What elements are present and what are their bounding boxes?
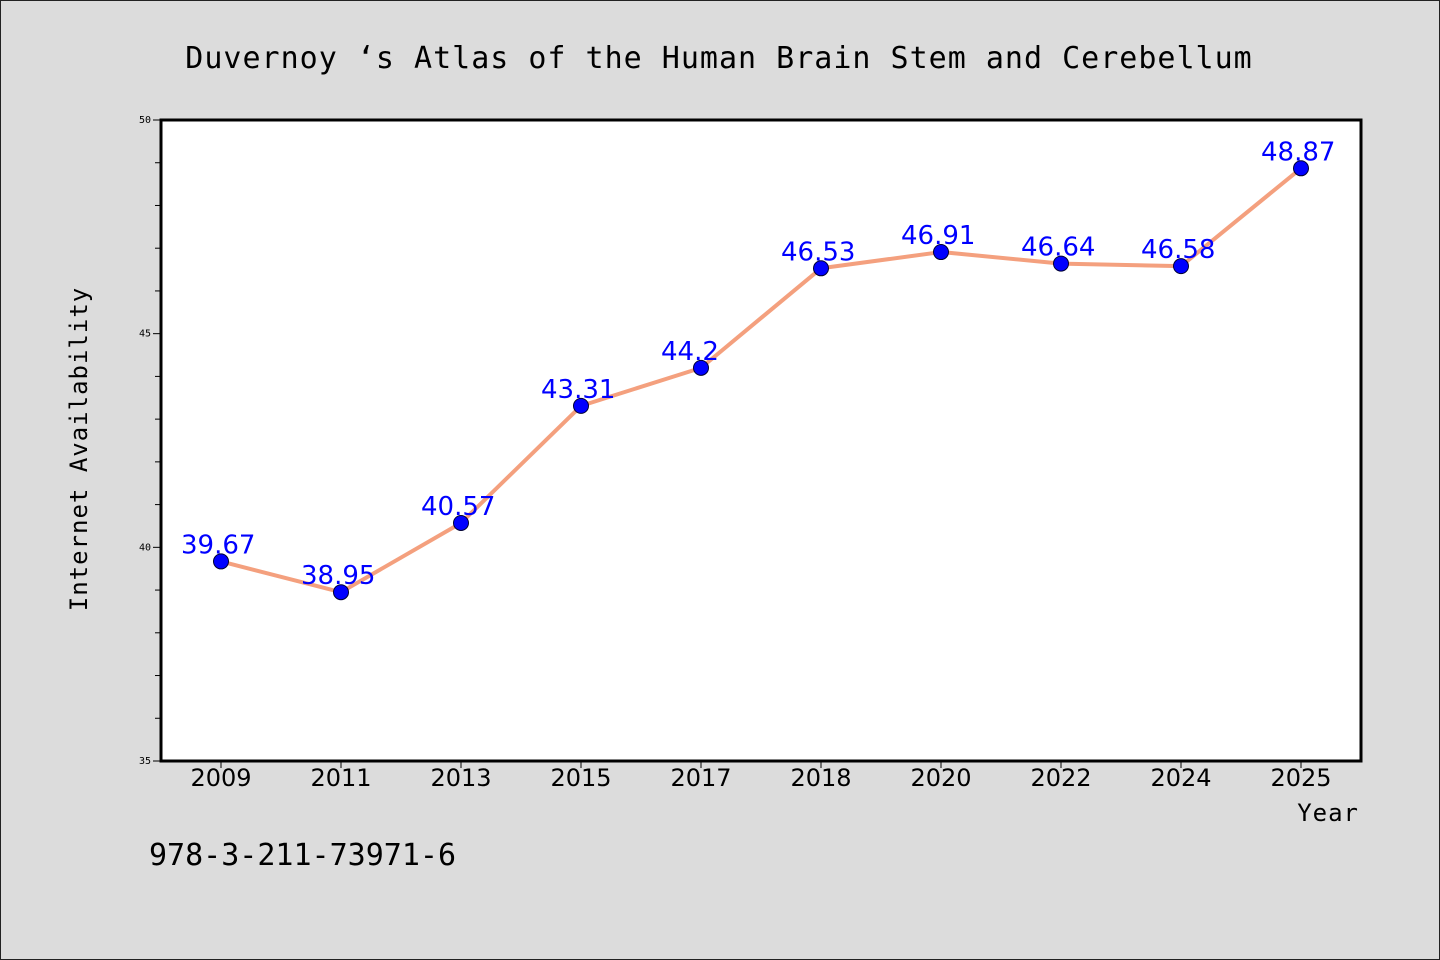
y-tick-label: 45 bbox=[139, 329, 151, 340]
data-label: 46.58 bbox=[1141, 235, 1215, 265]
data-point bbox=[1293, 160, 1309, 177]
series-line bbox=[219, 166, 1303, 595]
y-tick-label: 40 bbox=[139, 542, 151, 553]
data-labels: 39.67 38.95 40.57 43.31 44.2 46.53 46.91 46.64 4… bbox=[181, 137, 1335, 591]
data-line bbox=[219, 166, 1303, 595]
y-tick-label: 35 bbox=[139, 756, 151, 767]
data-label: 44.2 bbox=[661, 337, 719, 367]
y-axis-ticks: 35 40 45 50 bbox=[139, 115, 161, 767]
data-point bbox=[453, 514, 469, 531]
data-label: 40.57 bbox=[421, 492, 495, 522]
x-axis-label: Year bbox=[1297, 799, 1359, 827]
y-axis-label: Internet Availability bbox=[65, 287, 93, 611]
isbn-text: 978-3-211-73971-6 bbox=[149, 838, 456, 873]
data-point bbox=[573, 397, 589, 414]
data-point bbox=[1053, 255, 1069, 272]
data-label: 46.53 bbox=[781, 237, 855, 267]
y-tick-label: 50 bbox=[139, 115, 151, 126]
x-tick-label: 2025 bbox=[1270, 764, 1331, 792]
series-markers bbox=[213, 160, 1309, 601]
data-label: 48.87 bbox=[1261, 137, 1335, 167]
data-point bbox=[933, 244, 949, 261]
plot-area bbox=[159, 118, 1363, 763]
x-tick-label: 2015 bbox=[550, 764, 611, 792]
chart-title: Duvernoy ‘s Atlas of the Human Brain Ste… bbox=[185, 41, 1252, 76]
x-tick-label: 2018 bbox=[790, 764, 851, 792]
x-tick-label: 2020 bbox=[910, 764, 971, 792]
x-tick-label: 2009 bbox=[190, 764, 251, 792]
data-point bbox=[813, 260, 829, 277]
x-tick-label: 2013 bbox=[430, 764, 491, 792]
x-axis-ticks: 2009 2011 2013 2015 2017 2018 2020 2022 2024 2025 bbox=[190, 761, 1332, 792]
data-label: 46.64 bbox=[1021, 233, 1095, 263]
data-label: 43.31 bbox=[541, 375, 615, 405]
data-point bbox=[213, 553, 229, 570]
x-tick-label: 2011 bbox=[310, 764, 371, 792]
data-point bbox=[1173, 258, 1189, 275]
data-label: 39.67 bbox=[181, 530, 255, 560]
data-label: 46.91 bbox=[901, 221, 975, 251]
x-tick-label: 2022 bbox=[1030, 764, 1091, 792]
x-tick-label: 2024 bbox=[1150, 764, 1211, 792]
data-point bbox=[693, 359, 709, 376]
data-point bbox=[333, 584, 349, 601]
data-label: 38.95 bbox=[301, 561, 375, 591]
x-tick-label: 2017 bbox=[670, 764, 731, 792]
